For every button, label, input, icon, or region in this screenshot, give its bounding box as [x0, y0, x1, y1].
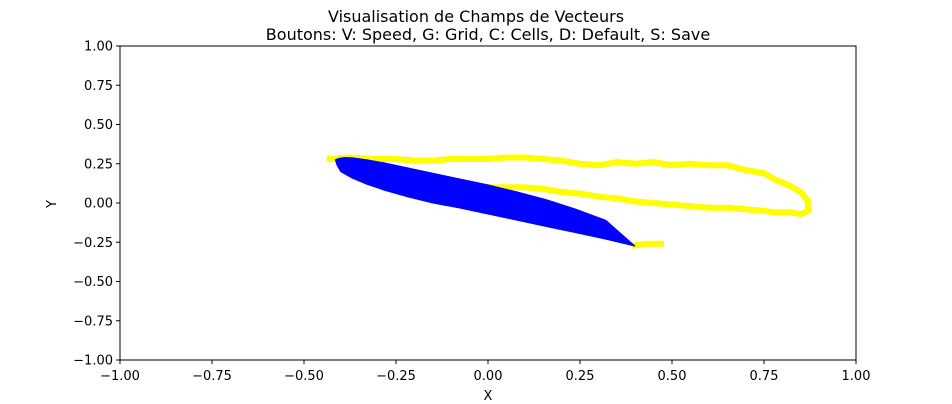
- y-tick-label: 1.00: [84, 40, 113, 55]
- x-tick-label: −0.75: [192, 369, 232, 384]
- x-tick-label: 0.75: [750, 369, 779, 384]
- x-axis: −1.00 −0.75 −0.50 −0.25 0.00 0.25 0.50 0.75 1.00: [100, 360, 870, 384]
- y-tick-label: 0.00: [84, 197, 113, 212]
- streamline-trail-0: [326, 154, 812, 218]
- y-tick-label: −0.75: [73, 314, 113, 329]
- y-axis: −1.00 −0.75 −0.50 −0.25 0.00 0.25 0.50 0.75 1.00: [73, 40, 120, 369]
- x-tick-label: 0.25: [566, 369, 595, 384]
- x-tick-label: −0.25: [376, 369, 416, 384]
- chart-title: Visualisation de Champs de Vecteurs: [328, 7, 624, 26]
- x-tick-label: 0.00: [474, 369, 503, 384]
- airfoil-shape: [334, 156, 636, 247]
- y-tick-label: −0.25: [73, 236, 113, 251]
- plot-area: [119, 45, 857, 361]
- y-axis-label: Y: [45, 200, 60, 209]
- y-tick-label: −0.50: [73, 275, 113, 290]
- x-axis-label: X: [484, 389, 493, 404]
- y-tick-label: 0.75: [84, 79, 113, 94]
- y-tick-label: −1.00: [73, 354, 113, 369]
- y-tick-label: 0.25: [84, 157, 113, 172]
- x-tick-label: −1.00: [100, 369, 140, 384]
- streamline-trail-1: [631, 240, 664, 249]
- chart-subtitle: Boutons: V: Speed, G: Grid, C: Cells, D:…: [266, 25, 710, 44]
- x-tick-label: 1.00: [842, 369, 871, 384]
- series-layer: [326, 154, 812, 249]
- x-tick-label: 0.50: [658, 369, 687, 384]
- y-tick-label: 0.50: [84, 118, 113, 133]
- x-tick-label: −0.50: [284, 369, 324, 384]
